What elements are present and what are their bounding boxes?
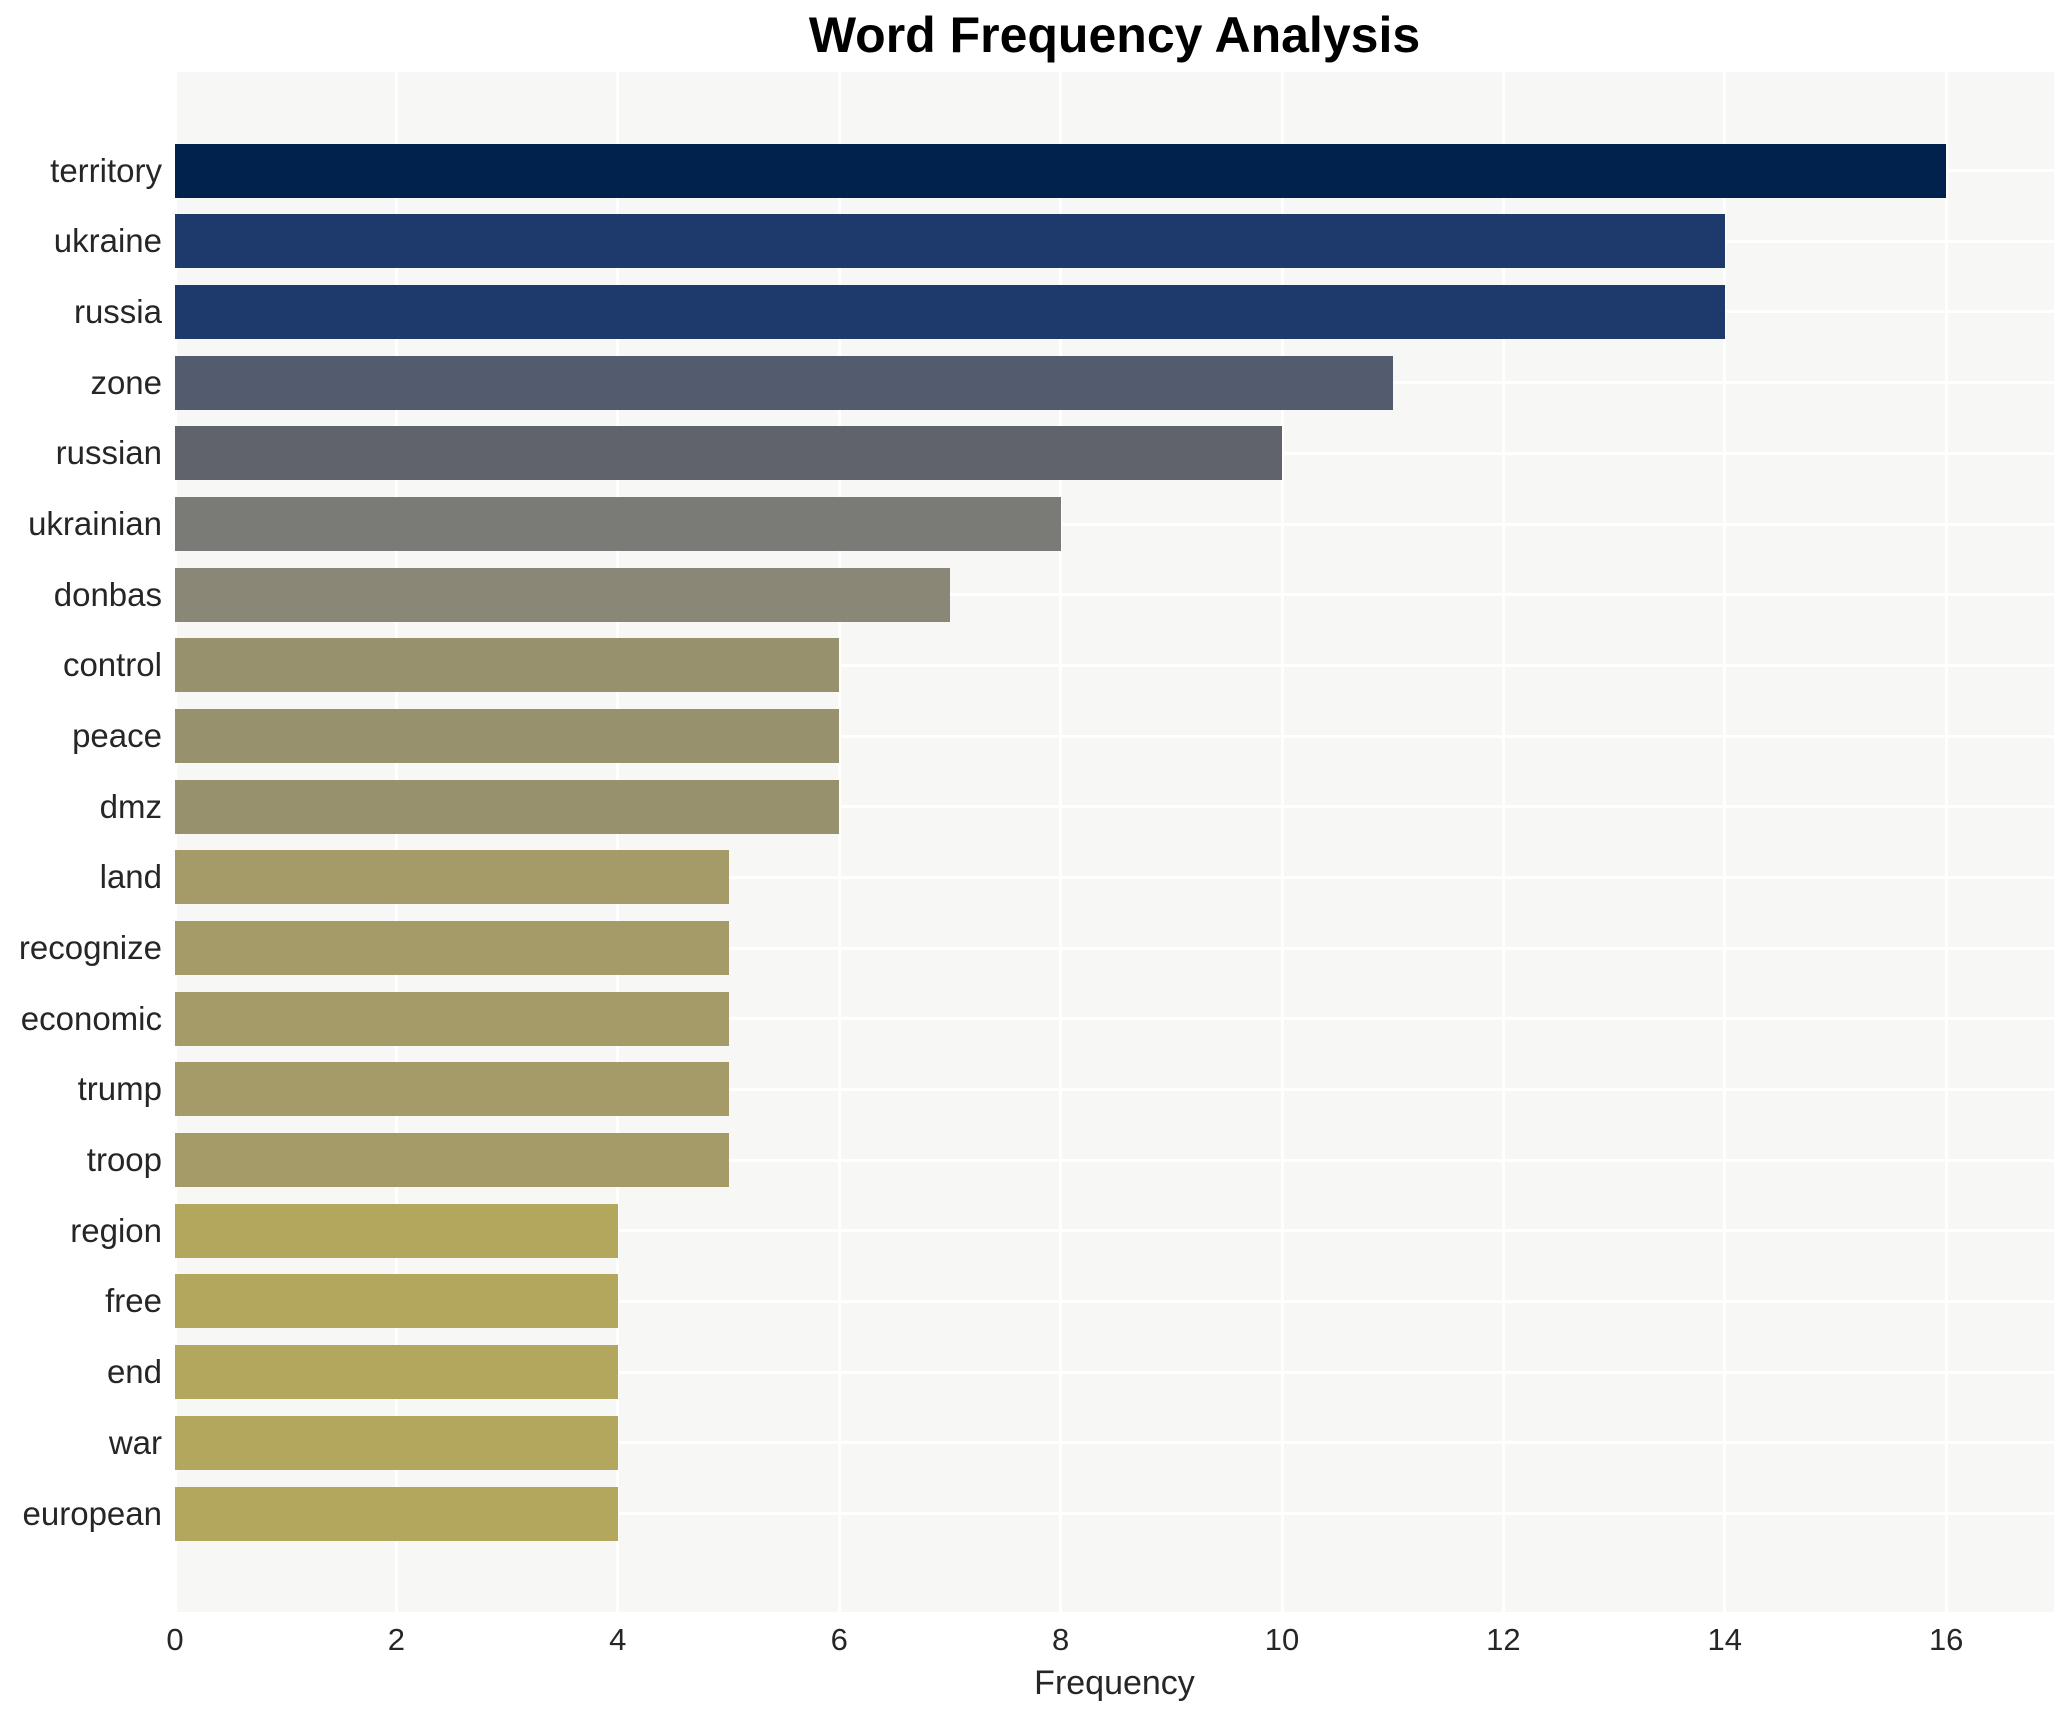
y-label-recognize: recognize: [18, 929, 162, 967]
bar-european: [175, 1486, 618, 1541]
x-tick-6: 6: [830, 1622, 848, 1657]
y-label-zone: zone: [90, 363, 162, 401]
y-gridline: [175, 663, 2054, 667]
bar-economic: [175, 991, 729, 1046]
bar-recognize: [175, 921, 729, 976]
x-tick-0: 0: [166, 1622, 184, 1657]
bar-ukraine: [175, 214, 1725, 269]
y-label-territory: territory: [50, 151, 162, 189]
y-gridline: [175, 1087, 2054, 1091]
bar-free: [175, 1274, 618, 1329]
y-label-war: war: [108, 1423, 162, 1461]
x-gridline: [1501, 72, 1505, 1612]
bar-peace: [175, 709, 840, 764]
y-label-russia: russia: [73, 292, 162, 330]
y-gridline: [175, 1441, 2054, 1445]
bar-territory: [175, 143, 1947, 198]
bar-control: [175, 638, 840, 693]
x-tick-4: 4: [609, 1622, 627, 1657]
x-tick-10: 10: [1264, 1622, 1300, 1657]
y-label-ukrainian: ukrainian: [28, 505, 162, 542]
x-gridline: [1280, 72, 1284, 1612]
y-gridline: [175, 875, 2054, 879]
y-label-european: european: [22, 1494, 162, 1532]
x-tick-16: 16: [1928, 1622, 1964, 1657]
bar-dmz: [175, 779, 840, 834]
y-label-russian: russian: [55, 434, 162, 472]
plot-area: [173, 72, 2054, 1612]
y-label-region: region: [70, 1211, 162, 1249]
x-gridline: [1723, 72, 1727, 1612]
y-gridline: [175, 805, 2054, 809]
x-gridline: [837, 72, 841, 1612]
x-gridline: [1059, 72, 1063, 1612]
y-label-control: control: [62, 646, 162, 684]
y-label-land: land: [99, 858, 162, 896]
bar-war: [175, 1415, 618, 1470]
y-gridline: [175, 1017, 2054, 1021]
y-gridline: [175, 1512, 2054, 1516]
y-label-economic: economic: [20, 999, 162, 1037]
y-gridline: [175, 1370, 2054, 1374]
y-label-end: end: [106, 1353, 162, 1391]
bar-end: [175, 1345, 618, 1400]
x-gridline: [394, 72, 398, 1612]
bar-russian: [175, 426, 1282, 481]
y-gridline: [175, 1299, 2054, 1303]
bar-russia: [175, 284, 1725, 339]
bar-region: [175, 1203, 618, 1258]
y-gridline: [175, 593, 2054, 597]
y-gridline: [175, 734, 2054, 738]
y-gridline: [175, 1229, 2054, 1233]
bar-donbas: [175, 567, 950, 622]
bar-land: [175, 850, 729, 905]
y-gridline: [175, 522, 2054, 526]
chart-title: Word Frequency Analysis: [808, 7, 1421, 63]
y-label-trump: trump: [77, 1070, 162, 1108]
bar-trump: [175, 1062, 729, 1117]
y-label-free: free: [105, 1282, 162, 1320]
bar-troop: [175, 1133, 729, 1188]
x-gridline: [616, 72, 620, 1612]
y-label-peace: peace: [72, 717, 162, 755]
x-gridline: [1944, 72, 1948, 1612]
x-axis-title: Frequency: [1034, 1664, 1195, 1702]
y-gridline: [175, 946, 2054, 950]
y-label-ukraine: ukraine: [53, 222, 162, 260]
y-gridline: [175, 1158, 2054, 1162]
y-label-troop: troop: [86, 1141, 162, 1179]
x-tick-8: 8: [1051, 1622, 1070, 1657]
x-gridline: [173, 72, 177, 1612]
y-label-dmz: dmz: [99, 787, 162, 825]
bar-zone: [175, 355, 1393, 410]
y-label-donbas: donbas: [53, 575, 162, 613]
x-tick-2: 2: [387, 1622, 406, 1657]
x-tick-12: 12: [1486, 1622, 1521, 1657]
bar-ukrainian: [175, 497, 1061, 551]
x-tick-14: 14: [1707, 1622, 1743, 1657]
